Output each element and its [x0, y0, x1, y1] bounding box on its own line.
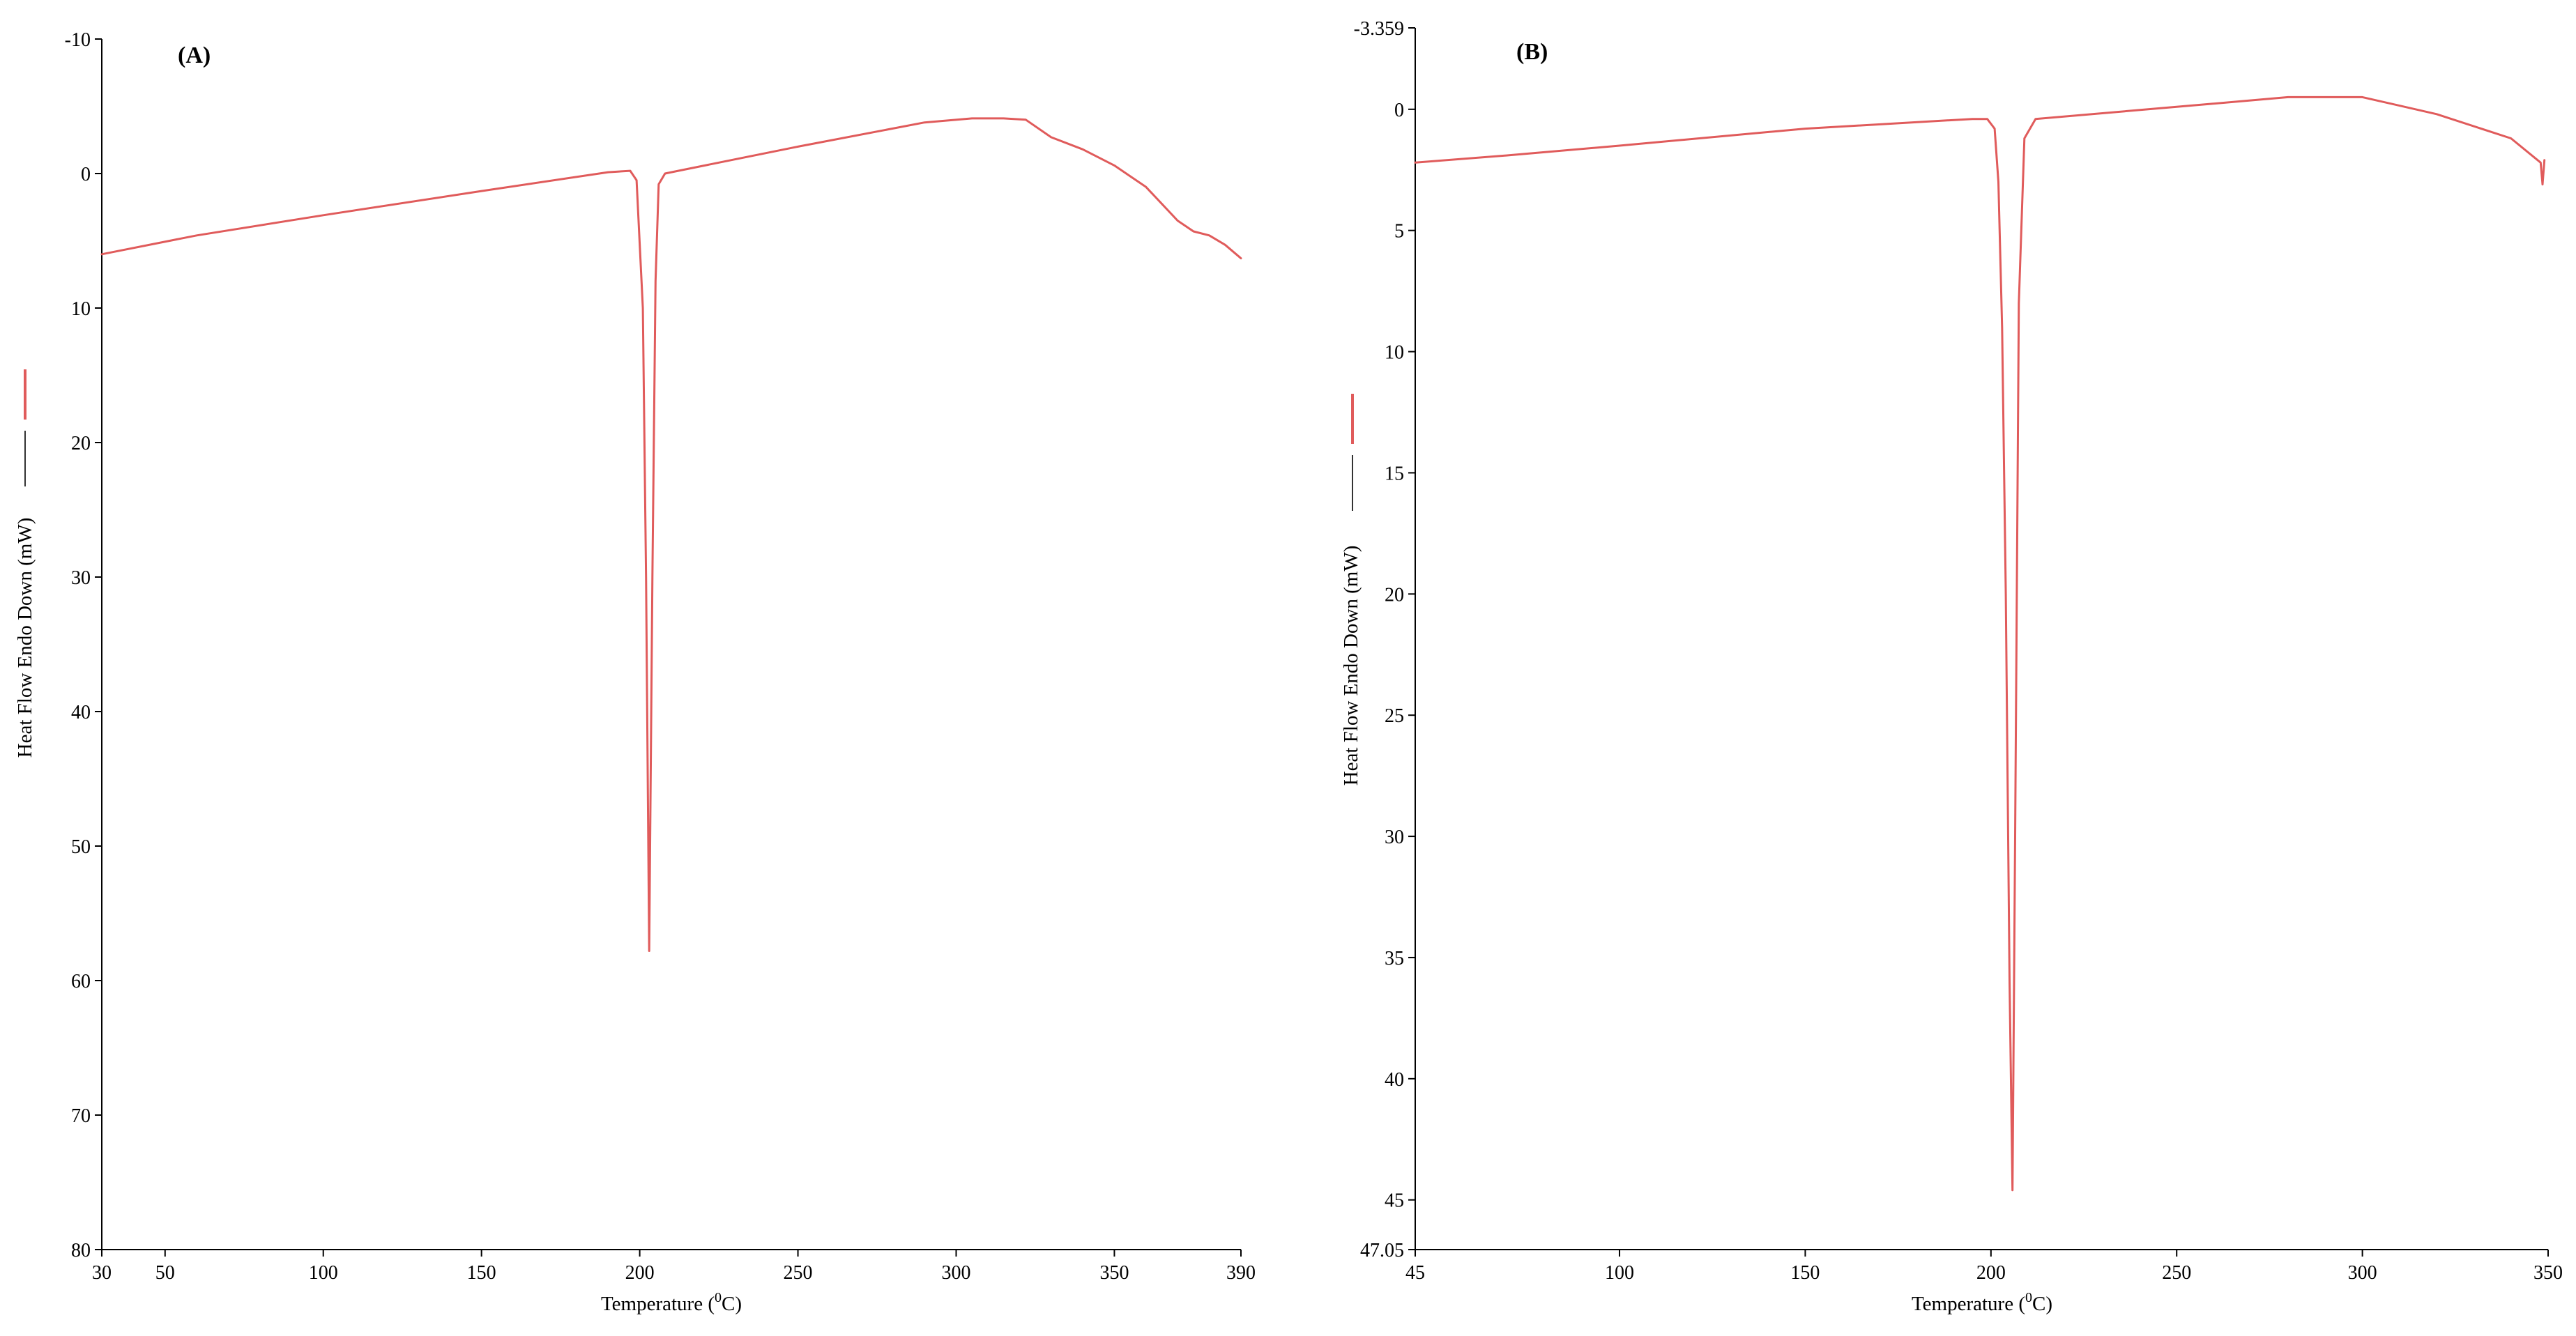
y-tick-label: 47.05: [1360, 1240, 1404, 1261]
y-tick-label: -10: [65, 29, 91, 51]
x-tick-label: 350: [1099, 1262, 1129, 1284]
y-tick-label: 80: [71, 1240, 91, 1261]
y-axis-title: Heat Flow Endo Down (mW): [1340, 546, 1362, 786]
y-tick-label: 15: [1385, 463, 1404, 484]
y-tick-label: 0: [81, 164, 91, 185]
x-tick-label: 250: [2162, 1262, 2191, 1284]
x-axis-title: Temperature (0C): [601, 1290, 742, 1315]
y-tick-label: 5: [1394, 221, 1404, 243]
y-tick-label: 20: [71, 433, 91, 454]
x-tick-label: 45: [1405, 1262, 1425, 1284]
y-tick-label: 30: [71, 567, 91, 589]
y-tick-label: 10: [71, 298, 91, 320]
y-tick-label: -3.359: [1354, 18, 1404, 40]
y-tick-label: 50: [71, 836, 91, 858]
x-tick-label: 200: [1976, 1262, 2006, 1284]
x-tick-label: 100: [309, 1262, 338, 1284]
x-tick-label: 150: [1790, 1262, 1820, 1284]
y-tick-label: 25: [1385, 705, 1404, 727]
panel-label: (A): [178, 43, 211, 68]
y-tick-label: 60: [71, 971, 91, 992]
x-tick-label: 300: [942, 1262, 971, 1284]
dsc-curve: [1414, 95, 2546, 1192]
y-tick-label: 20: [1385, 584, 1404, 606]
x-axis-title: Temperature (0C): [1912, 1290, 2052, 1315]
x-tick-label: 150: [467, 1262, 496, 1284]
x-tick-label: 350: [2533, 1262, 2563, 1284]
x-tick-label: 300: [2348, 1262, 2377, 1284]
y-tick-label: 0: [1394, 100, 1404, 121]
panel-label: (B): [1516, 39, 1548, 65]
y-tick-label: 70: [71, 1105, 91, 1127]
y-tick-label: 40: [71, 702, 91, 723]
y-tick-label: 30: [1385, 827, 1404, 848]
y-tick-label: 10: [1385, 342, 1404, 364]
y-tick-label: 45: [1385, 1190, 1404, 1212]
x-tick-label: 100: [1605, 1262, 1634, 1284]
x-tick-label: 30: [92, 1262, 112, 1284]
dsc-curve: [100, 117, 1242, 952]
y-axis-title: Heat Flow Endo Down (mW): [14, 518, 36, 758]
x-tick-label: 50: [155, 1262, 175, 1284]
y-tick-label: 40: [1385, 1069, 1404, 1091]
y-tick-label: 35: [1385, 948, 1404, 969]
x-tick-label: 390: [1226, 1262, 1256, 1284]
x-tick-label: 200: [625, 1262, 655, 1284]
x-tick-label: 250: [784, 1262, 813, 1284]
